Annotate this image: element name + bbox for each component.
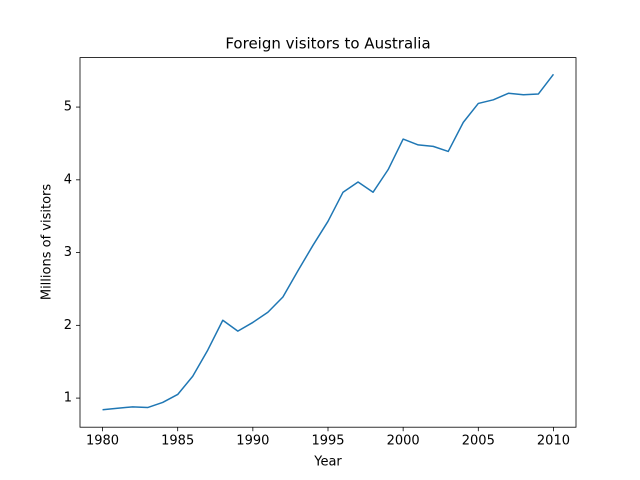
y-tick-label: 3 bbox=[64, 245, 72, 260]
x-tick-label: 1990 bbox=[236, 434, 269, 449]
y-axis-label: Millions of visitors bbox=[40, 184, 55, 301]
y-tick-label: 5 bbox=[64, 100, 72, 115]
x-tick-label: 2005 bbox=[462, 434, 495, 449]
x-tick-label: 1995 bbox=[311, 434, 344, 449]
y-tick-label: 4 bbox=[64, 172, 72, 187]
x-tick-label: 1985 bbox=[161, 434, 194, 449]
x-tick-label: 2000 bbox=[387, 434, 420, 449]
line-series bbox=[102, 73, 555, 411]
x-axis-label: Year bbox=[313, 455, 342, 470]
y-tick-label: 1 bbox=[64, 391, 72, 406]
x-tick-label: 2010 bbox=[537, 434, 570, 449]
chart-title: Foreign visitors to Australia bbox=[225, 35, 430, 53]
plot-frame bbox=[79, 57, 577, 428]
x-tick-label: 1980 bbox=[86, 434, 119, 449]
y-tick-label: 2 bbox=[64, 318, 72, 333]
